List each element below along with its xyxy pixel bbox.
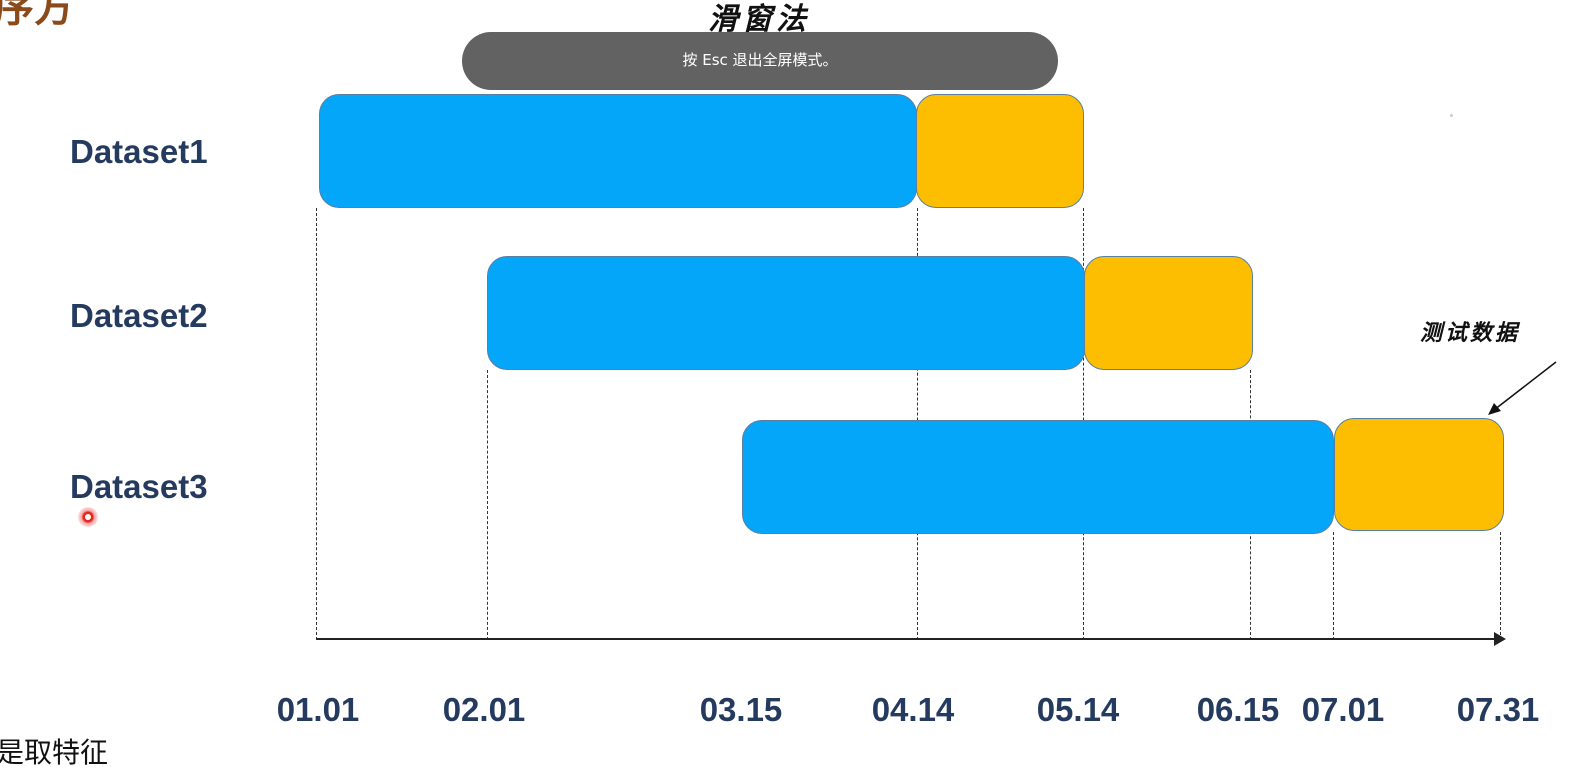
- fullscreen-exit-notice-text: 按 Esc 退出全屏模式。: [682, 51, 838, 69]
- annotation-arrow-icon: [1488, 361, 1557, 415]
- tick-label-05-14: 05.14: [1036, 691, 1120, 728]
- tick-label-01-01: 01.01: [276, 691, 360, 728]
- dataset1-label: Dataset1: [70, 133, 208, 170]
- guide-line-07-31: [1500, 532, 1501, 640]
- tick-label-07-01: 07.01: [1301, 691, 1385, 728]
- guide-line-02-01: [487, 370, 488, 640]
- dataset2-label: Dataset2: [70, 297, 208, 334]
- corner-title-fragment: 序方: [0, 0, 74, 31]
- diagram-title: 滑窗法: [708, 2, 810, 37]
- dataset2-test-bar: [1084, 256, 1253, 370]
- tick-label-02-01: 02.01: [442, 691, 526, 728]
- timeline-axis: [317, 638, 1497, 640]
- dataset1-test-bar: [916, 94, 1084, 208]
- dataset2-train-bar: [487, 256, 1085, 370]
- tick-label-03-15: 03.15: [699, 691, 783, 728]
- dataset3-test-bar: [1334, 418, 1504, 531]
- guide-line-01-01: [316, 208, 317, 640]
- dataset3-label: Dataset3: [70, 468, 208, 505]
- bottom-caption-fragment: 是取特征: [0, 736, 109, 767]
- tick-label-07-31: 07.31: [1456, 691, 1540, 728]
- guide-line-07-01: [1333, 532, 1334, 640]
- tick-label-06-15: 06.15: [1196, 691, 1280, 728]
- timeline-arrowhead-icon: [1494, 632, 1506, 646]
- stray-dot: [1450, 114, 1453, 117]
- dataset1-train-bar: [319, 94, 917, 208]
- test-data-annotation: 测试数据: [1420, 320, 1521, 346]
- dataset3-train-bar: [742, 420, 1334, 534]
- tick-label-04-14: 04.14: [871, 691, 955, 728]
- fullscreen-exit-notice: 按 Esc 退出全屏模式。: [462, 32, 1058, 90]
- pointer-cursor-icon: [78, 507, 98, 527]
